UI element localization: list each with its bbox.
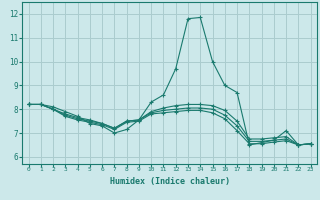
X-axis label: Humidex (Indice chaleur): Humidex (Indice chaleur) — [110, 177, 230, 186]
